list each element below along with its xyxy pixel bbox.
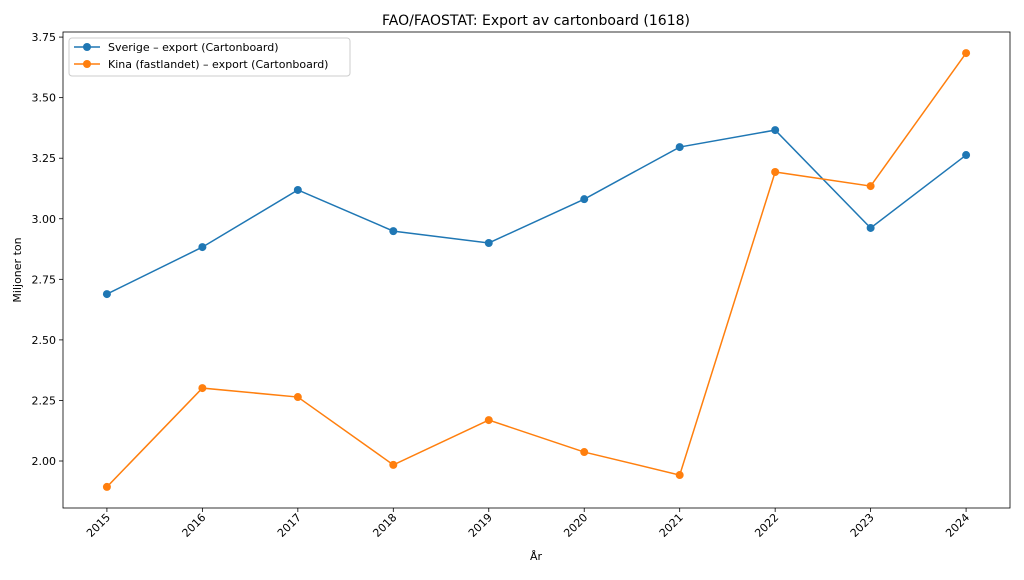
data-point (962, 151, 971, 160)
series-line-1 (106, 52, 967, 488)
x-tick-label: 2022 (752, 511, 781, 540)
y-axis-label: Miljoner ton (11, 237, 24, 302)
x-tick-label: 2023 (848, 511, 877, 540)
data-point (389, 460, 398, 469)
x-tick-label: 2015 (84, 511, 113, 540)
y-tick-label: 2.50 (32, 334, 57, 347)
plot-frame (62, 31, 1011, 509)
y-tick-label: 3.00 (32, 213, 57, 226)
data-point (580, 195, 589, 204)
data-point (866, 223, 875, 232)
x-tick-label: 2018 (370, 511, 399, 540)
chart-title: FAO/FAOSTAT: Export av cartonboard (1618… (382, 13, 690, 29)
data-point (580, 448, 589, 457)
x-tick-label: 2020 (561, 511, 590, 540)
x-tick-label: 2019 (466, 511, 495, 540)
x-tick-label: 2017 (275, 511, 304, 540)
data-point (771, 126, 780, 135)
data-point (484, 238, 493, 247)
x-axis-label: År (530, 550, 543, 563)
legend-marker (83, 43, 91, 51)
legend-label: Kina (fastlandet) – export (Cartonboard) (108, 58, 328, 71)
y-tick-label: 3.50 (32, 92, 57, 105)
data-point (293, 393, 302, 402)
data-point (198, 384, 207, 393)
data-point (389, 227, 398, 236)
x-tick-label: 2016 (180, 511, 209, 540)
data-point (198, 243, 207, 252)
y-tick-label: 3.25 (32, 152, 57, 165)
data-point (675, 143, 684, 152)
x-tick-label: 2024 (943, 511, 972, 540)
legend: Sverige – export (Cartonboard) Kina (fast… (68, 37, 351, 77)
data-point (675, 471, 684, 480)
y-tick-label: 2.75 (32, 273, 57, 286)
y-tick-label: 2.00 (32, 455, 57, 468)
data-point (102, 482, 111, 491)
data-point (771, 168, 780, 177)
series-line-0 (106, 129, 967, 295)
data-point (484, 416, 493, 425)
legend-marker (83, 60, 91, 68)
legend-label: Sverige – export (Cartonboard) (108, 41, 279, 54)
data-point (866, 182, 875, 191)
y-tick-label: 2.25 (32, 394, 57, 407)
data-point (293, 185, 302, 194)
data-point (102, 290, 111, 299)
data-point (962, 49, 971, 58)
x-tick-label: 2021 (657, 511, 686, 540)
legend-box (68, 37, 351, 77)
y-tick-label: 3.75 (32, 31, 57, 44)
